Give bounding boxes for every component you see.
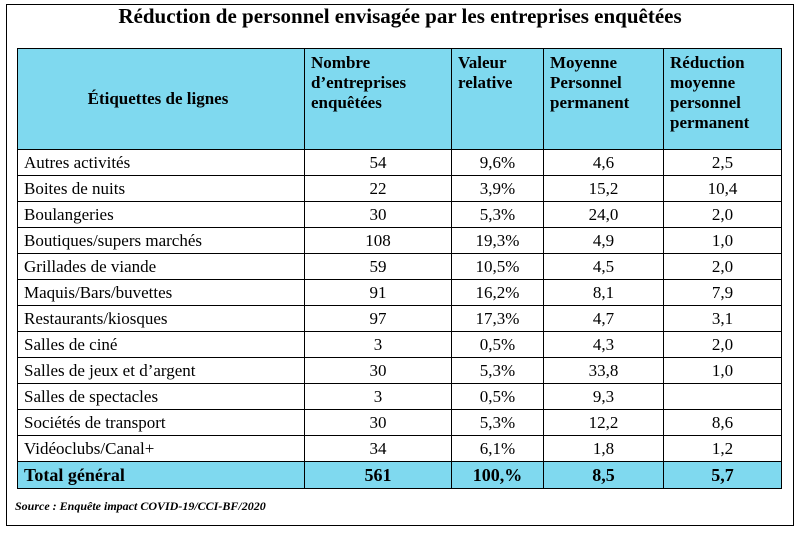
row-count: 30: [304, 201, 452, 228]
row-relative: 17,3%: [451, 305, 544, 332]
row-label: Autres activités: [17, 149, 305, 176]
table-title: Réduction de personnel envisagée par les…: [118, 4, 682, 28]
table-row: Boites de nuits 22 3,9% 15,2 10,4: [17, 175, 782, 202]
header-row: Étiquettes de lignes Nombre d’entreprise…: [17, 48, 782, 150]
row-label: Sociétés de transport: [17, 409, 305, 436]
row-label: Boulangeries: [17, 201, 305, 228]
row-avg-reduction: 2,5: [663, 149, 782, 176]
row-count: 108: [304, 227, 452, 254]
row-avg-reduction: 1,0: [663, 227, 782, 254]
table-header: Étiquettes de lignes Nombre d’entreprise…: [17, 48, 782, 150]
table-row: Salles de jeux et d’argent 30 5,3% 33,8 1,0: [17, 357, 782, 384]
row-count: 30: [304, 409, 452, 436]
header-count: Nombre d’entreprises enquêtées: [304, 48, 452, 150]
row-avg-reduction: 2,0: [663, 331, 782, 358]
header-avg-reduction: Réduction moyenne personnel permanent: [663, 48, 782, 150]
row-avg-reduction: 1,2: [663, 435, 782, 462]
row-avg-staff: 15,2: [543, 175, 664, 202]
table-row: Grillades de viande 59 10,5% 4,5 2,0: [17, 253, 782, 280]
table-row: Salles de ciné 3 0,5% 4,3 2,0: [17, 331, 782, 358]
table-row: Boulangeries 30 5,3% 24,0 2,0: [17, 201, 782, 228]
row-avg-staff: 1,8: [543, 435, 664, 462]
row-label: Maquis/Bars/buvettes: [17, 279, 305, 306]
row-label: Restaurants/kiosques: [17, 305, 305, 332]
table-row: Sociétés de transport 30 5,3% 12,2 8,6: [17, 409, 782, 436]
row-relative: 5,3%: [451, 201, 544, 228]
row-avg-staff: 4,6: [543, 149, 664, 176]
table-row: Autres activités 54 9,6% 4,6 2,5: [17, 149, 782, 176]
header-relative: Valeur relative: [451, 48, 544, 150]
row-count: 3: [304, 331, 452, 358]
row-label: Grillades de viande: [17, 253, 305, 280]
row-avg-reduction: 2,0: [663, 201, 782, 228]
row-label: Boites de nuits: [17, 175, 305, 202]
row-count: 30: [304, 357, 452, 384]
row-avg-reduction: 2,0: [663, 253, 782, 280]
row-avg-staff: 33,8: [543, 357, 664, 384]
row-label: Salles de spectacles: [17, 383, 305, 410]
source-note: Source : Enquête impact COVID-19/CCI-BF/…: [15, 499, 266, 513]
row-label: Boutiques/supers marchés: [17, 227, 305, 254]
row-relative: 0,5%: [451, 383, 544, 410]
table-body: Autres activités 54 9,6% 4,6 2,5 Boites de nu…: [17, 149, 782, 462]
row-avg-reduction: 10,4: [663, 175, 782, 202]
row-avg-reduction: 7,9: [663, 279, 782, 306]
row-relative: 3,9%: [451, 175, 544, 202]
total-relative: 100,%: [451, 461, 544, 489]
row-avg-reduction: [663, 383, 782, 410]
row-count: 3: [304, 383, 452, 410]
row-count: 91: [304, 279, 452, 306]
row-avg-reduction: 3,1: [663, 305, 782, 332]
row-avg-reduction: 8,6: [663, 409, 782, 436]
row-count: 59: [304, 253, 452, 280]
row-avg-staff: 4,5: [543, 253, 664, 280]
table-row: Boutiques/supers marchés 108 19,3% 4,9 1,0: [17, 227, 782, 254]
row-avg-staff: 4,7: [543, 305, 664, 332]
row-relative: 5,3%: [451, 409, 544, 436]
row-count: 22: [304, 175, 452, 202]
row-avg-staff: 9,3: [543, 383, 664, 410]
row-label: Salles de ciné: [17, 331, 305, 358]
row-relative: 6,1%: [451, 435, 544, 462]
row-relative: 5,3%: [451, 357, 544, 384]
total-label: Total général: [17, 461, 305, 489]
row-avg-staff: 24,0: [543, 201, 664, 228]
row-avg-staff: 4,9: [543, 227, 664, 254]
row-avg-staff: 4,3: [543, 331, 664, 358]
row-label: Vidéoclubs/Canal+: [17, 435, 305, 462]
table-footer: Total général 561 100,% 8,5 5,7: [17, 461, 782, 489]
total-avg-reduction: 5,7: [663, 461, 782, 489]
row-relative: 19,3%: [451, 227, 544, 254]
row-count: 54: [304, 149, 452, 176]
row-relative: 10,5%: [451, 253, 544, 280]
data-table: Étiquettes de lignes Nombre d’entreprise…: [17, 48, 782, 489]
table-row: Vidéoclubs/Canal+ 34 6,1% 1,8 1,2: [17, 435, 782, 462]
total-avg-staff: 8,5: [543, 461, 664, 489]
table-row: Maquis/Bars/buvettes 91 16,2% 8,1 7,9: [17, 279, 782, 306]
row-count: 34: [304, 435, 452, 462]
total-count: 561: [304, 461, 452, 489]
table-row: Restaurants/kiosques 97 17,3% 4,7 3,1: [17, 305, 782, 332]
row-relative: 0,5%: [451, 331, 544, 358]
row-avg-staff: 12,2: [543, 409, 664, 436]
document-frame: [6, 4, 794, 526]
table-row: Salles de spectacles 3 0,5% 9,3: [17, 383, 782, 410]
header-labels: Étiquettes de lignes: [17, 48, 305, 150]
row-label: Salles de jeux et d’argent: [17, 357, 305, 384]
total-row: Total général 561 100,% 8,5 5,7: [17, 461, 782, 489]
row-count: 97: [304, 305, 452, 332]
row-relative: 9,6%: [451, 149, 544, 176]
row-avg-staff: 8,1: [543, 279, 664, 306]
row-avg-reduction: 1,0: [663, 357, 782, 384]
row-relative: 16,2%: [451, 279, 544, 306]
header-avg-staff: Moyenne Personnel permanent: [543, 48, 664, 150]
